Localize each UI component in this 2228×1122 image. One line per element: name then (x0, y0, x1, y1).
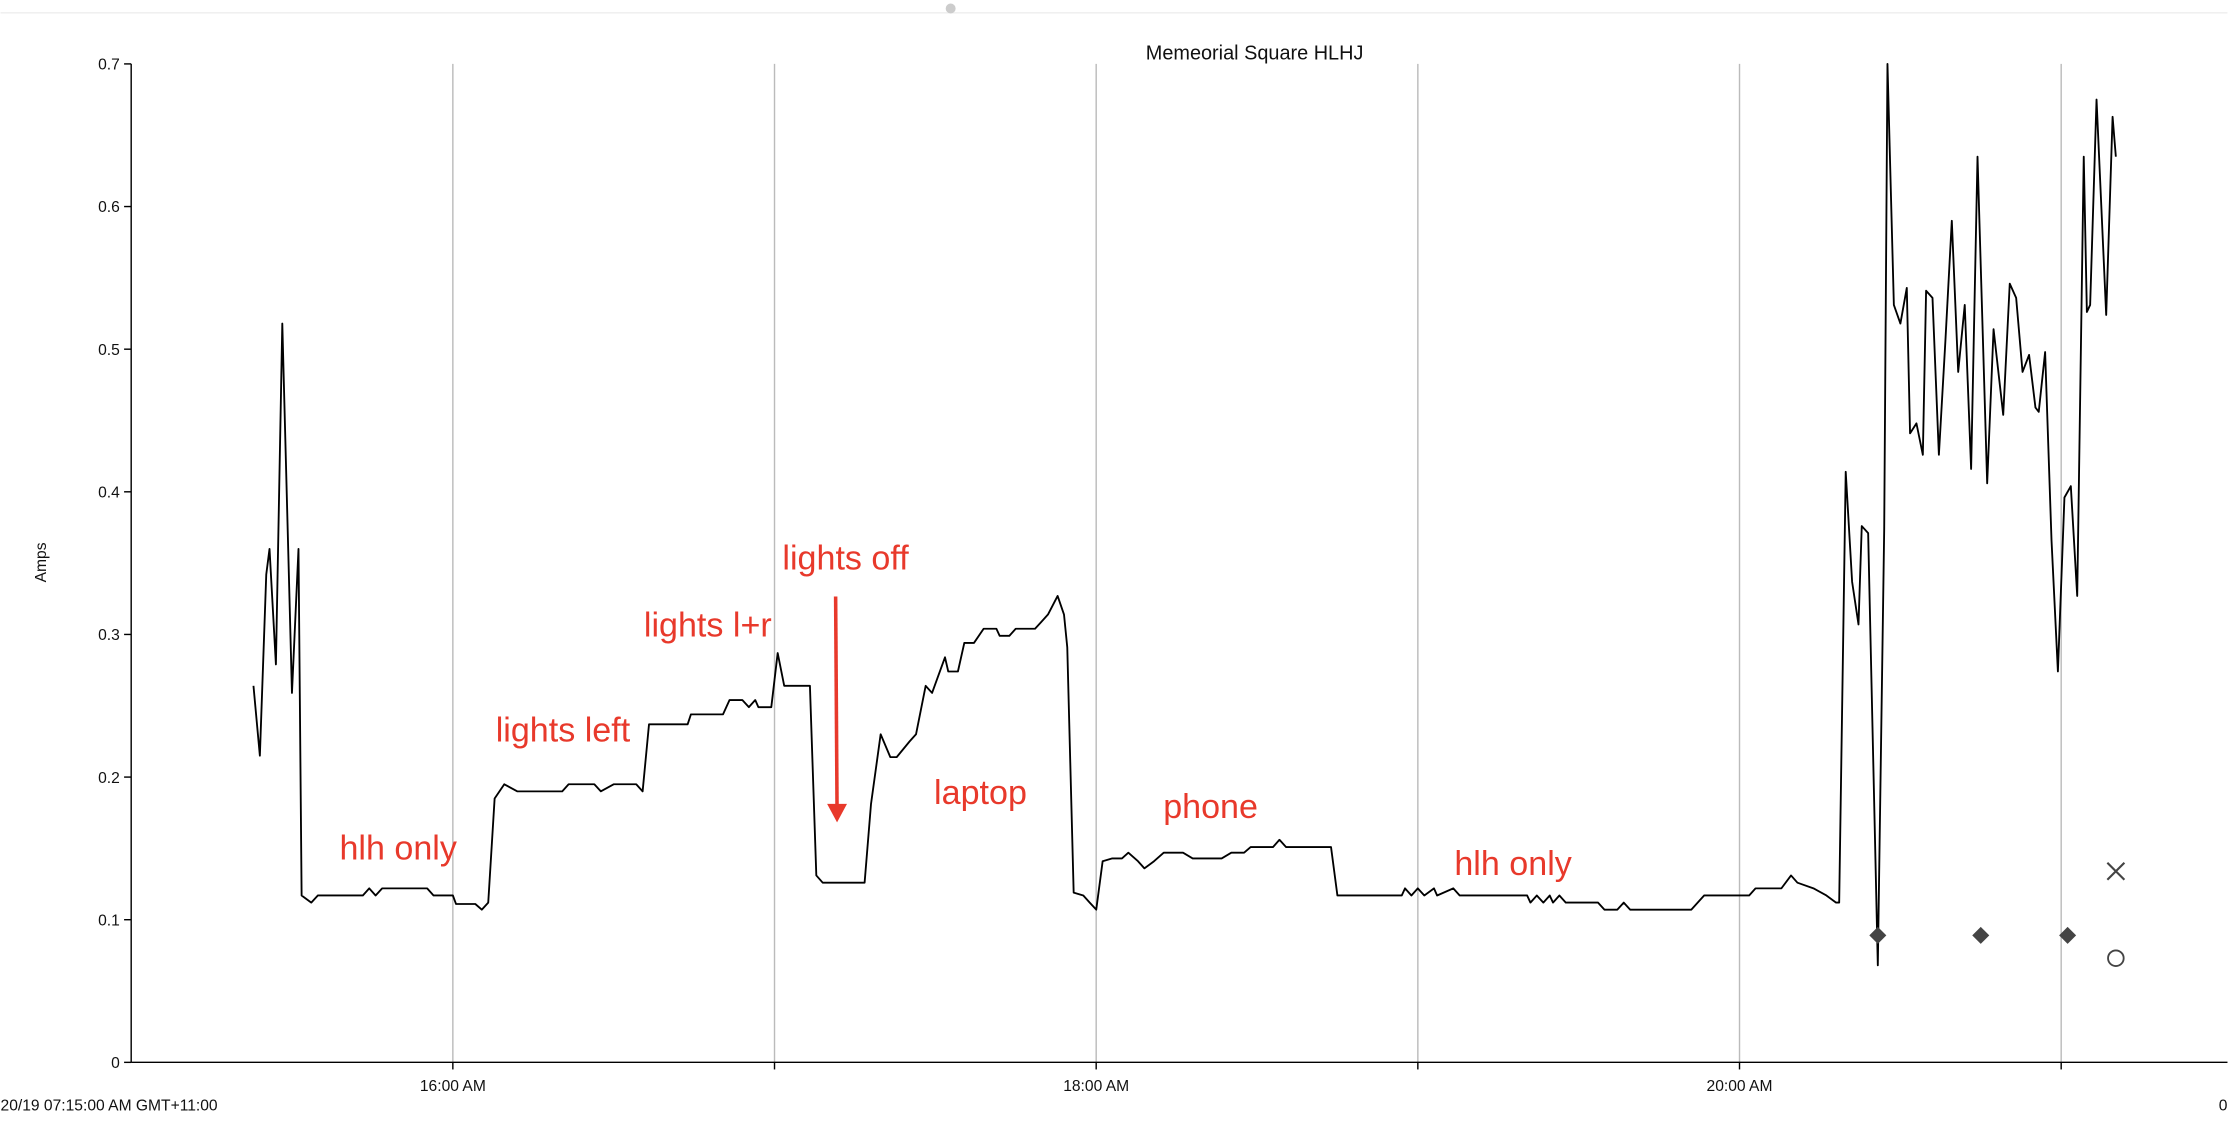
annotation-arrow (833, 596, 839, 810)
y-tick-label: 0.4 (98, 484, 120, 501)
annotation: hlh only (339, 829, 456, 867)
annotation: lights off (782, 540, 909, 578)
y-tick-label: 0 (111, 1055, 120, 1072)
data-line (252, 62, 2117, 967)
marker-diamond (1972, 926, 1990, 944)
annotation: hlh only (1454, 845, 1571, 883)
resize-handle (945, 3, 956, 14)
y-tick-label: 0.6 (98, 199, 120, 216)
x-tick-label: 16:00 AM (420, 1078, 486, 1095)
annotation: lights left (496, 711, 631, 749)
annotation: phone (1163, 788, 1258, 826)
marker-cross (2106, 861, 2126, 881)
annotation-arrowhead (827, 803, 847, 823)
end-label: 0 (2219, 1098, 2228, 1115)
annotation: lights l+r (644, 606, 772, 644)
y-tick-label: 0.5 (98, 342, 120, 359)
y-tick-label: 0.3 (98, 627, 120, 644)
y-tick-label: 0.1 (98, 912, 120, 929)
marker-circle (2107, 949, 2125, 967)
chart-title: Memeorial Square HLHJ (1146, 43, 1364, 65)
marker-diamond (1869, 926, 1887, 944)
y-tick-label: 0.7 (98, 57, 120, 74)
x-tick-label: 18:00 AM (1063, 1078, 1129, 1095)
y-tick-label: 0.2 (98, 770, 120, 787)
y-axis-label: Amps (33, 542, 50, 582)
start-label: 20/19 07:15:00 AM GMT+11:00 (1, 1098, 218, 1115)
x-tick-label: 20:00 AM (1707, 1078, 1773, 1095)
annotation: laptop (934, 774, 1027, 812)
